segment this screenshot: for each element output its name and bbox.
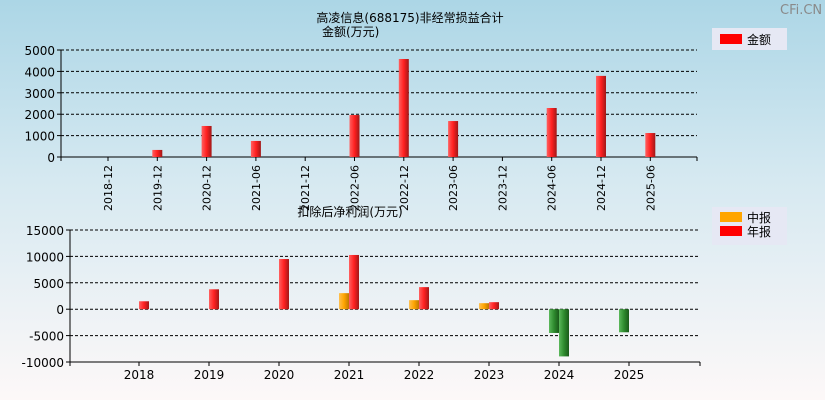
x-tick-label: 2018-12 [102, 165, 115, 211]
y-tick-label: 10000 [26, 250, 64, 264]
bar-中报-2021 [339, 293, 349, 310]
x-tick-label: 2018 [124, 368, 155, 382]
x-tick-label: 2022 [404, 368, 435, 382]
bar-金额-2023-06 [448, 121, 459, 157]
x-tick-label: 2021 [334, 368, 365, 382]
bar-金额-2021-06 [250, 140, 261, 157]
bar-年报-2020 [279, 259, 289, 310]
bar-中报-2024 [549, 309, 559, 333]
bar-年报-2021 [349, 254, 359, 310]
x-tick-label: 2019-12 [151, 165, 164, 211]
bar-金额-2019-12 [152, 149, 163, 157]
x-tick-label: 2023-12 [496, 165, 509, 211]
bar-年报-2018 [139, 301, 149, 310]
x-tick-label: 2024 [544, 368, 575, 382]
bar-年报-2019 [209, 289, 219, 310]
watermark: CFi.CN [780, 3, 822, 18]
y-tick-label: 4000 [24, 65, 55, 79]
legend-swatch [720, 226, 742, 236]
bar-年报-2024 [559, 309, 569, 357]
x-tick-label: 2023 [474, 368, 505, 382]
x-tick-label: 2024-12 [595, 165, 608, 211]
legend-swatch [720, 212, 742, 222]
x-tick-label: 2019 [194, 368, 225, 382]
bar-金额-2024-12 [596, 75, 606, 157]
chart1-title: 高凌信息(688175)非经常损益合计 [316, 10, 503, 25]
y-tick-label: 0 [56, 303, 64, 317]
y-tick-label: 5000 [24, 44, 55, 58]
y-tick-label: 15000 [26, 224, 64, 238]
bar-金额-2022-06 [349, 115, 360, 157]
x-tick-label: 2020-12 [201, 165, 214, 211]
x-tick-label: 2025-06 [644, 165, 657, 211]
chart1-legend: 金额 [712, 28, 787, 50]
x-tick-label: 2023-06 [447, 165, 460, 211]
y-tick-label: -10000 [21, 356, 64, 370]
x-tick-label: 2022-06 [349, 165, 362, 211]
y-tick-label: 5000 [33, 277, 64, 291]
bar-金额-2025-06 [645, 133, 656, 157]
legend-swatch [720, 34, 742, 44]
legend-label: 金额 [747, 32, 771, 47]
legend-label: 中报 [747, 210, 771, 225]
bar-金额-2022-12 [398, 58, 409, 157]
y-tick-label: 3000 [24, 87, 55, 101]
legend-label: 年报 [747, 224, 771, 239]
bar-年报-2022 [419, 287, 429, 310]
x-tick-label: 2025 [614, 368, 645, 382]
x-tick-label: 2020 [264, 368, 295, 382]
x-tick-label: 2024-06 [546, 165, 559, 211]
y-tick-label: 1000 [24, 130, 55, 144]
bar-金额-2020-12 [201, 125, 212, 157]
bar-中报-2025 [619, 309, 629, 333]
chart2-legend: 中报 年报 [712, 207, 787, 245]
x-tick-label: 2022-12 [398, 165, 411, 211]
x-tick-label: 2021-12 [299, 165, 312, 211]
y-tick-label: -5000 [29, 330, 64, 344]
chart2-title: 扣除后净利润(万元) [297, 204, 402, 219]
x-tick-label: 2021-06 [250, 165, 263, 211]
bar-中报-2023 [479, 303, 489, 310]
chart1-subtitle: 金额(万元) [322, 24, 379, 39]
y-tick-label: 0 [47, 151, 55, 165]
y-tick-label: 2000 [24, 108, 55, 122]
bar-金额-2024-06 [546, 107, 557, 157]
bar-年报-2023 [489, 302, 499, 310]
bar-中报-2022 [409, 300, 419, 310]
